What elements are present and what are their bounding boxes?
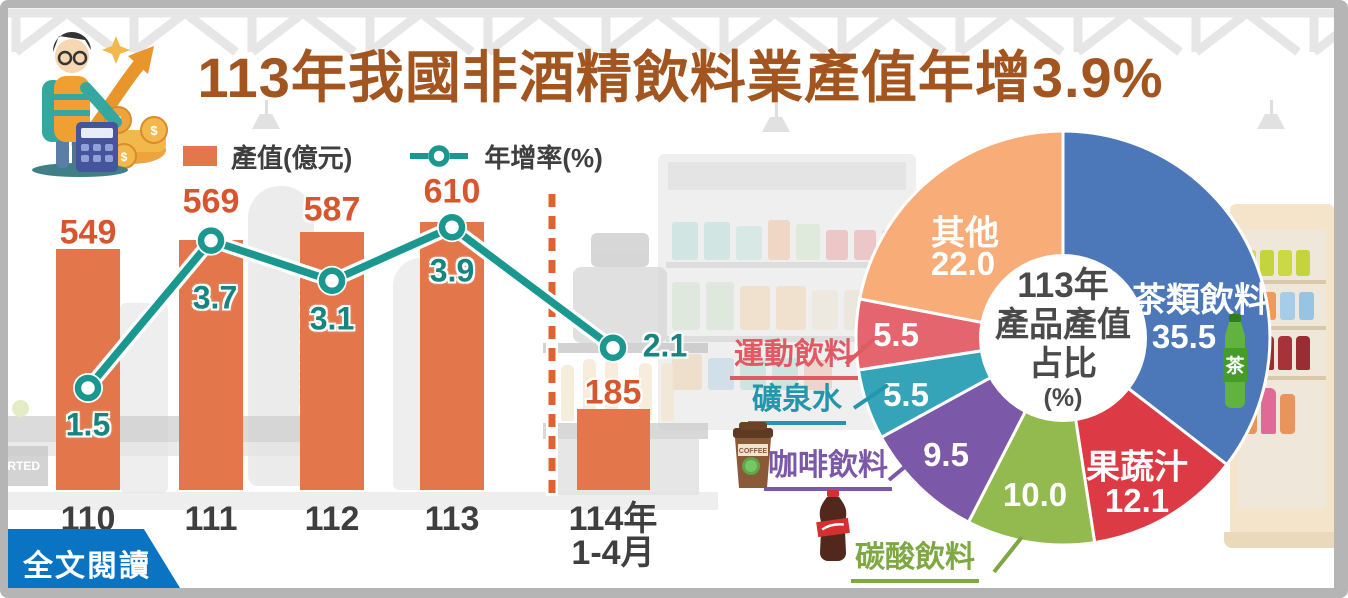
- slice-value-tea: 35.5: [1151, 318, 1217, 355]
- period-divider: [546, 194, 558, 496]
- growth-line: [73, 212, 628, 403]
- slice-label-juice: 果蔬汁: [1086, 448, 1188, 487]
- bar-value-label: 549: [59, 213, 117, 252]
- bar-chart: [8, 8, 728, 588]
- outside-label-coffee: 咖啡飲料: [764, 440, 892, 491]
- slice-label-tea: 茶類飲料: [1132, 281, 1268, 320]
- outside-label-soda: 碳酸飲料: [851, 532, 979, 583]
- donut-chart: [854, 129, 1272, 547]
- infographic-content: CONCENTRATE SORTED: [8, 8, 1334, 588]
- svg-text:$: $: [150, 123, 158, 138]
- outside-label-sport: 運動飲料: [730, 329, 858, 380]
- outside-label-water: 礦泉水: [748, 374, 846, 425]
- svg-text:茶: 茶: [1225, 354, 1245, 377]
- slice-label-other: 其他: [931, 214, 999, 253]
- slice-value-water: 5.5: [883, 376, 929, 413]
- category-label: 111: [184, 500, 238, 538]
- growth-value-label: 2.1: [642, 327, 688, 364]
- tea-bottle-icon: 茶: [1223, 314, 1247, 408]
- chart-labels: 549 110 569 111 587 112 610 113 185 114年 1-4月 1.5 3…: [8, 8, 728, 588]
- growth-value-label: 3.1: [309, 300, 355, 337]
- cola-bottle-icon: [816, 490, 850, 561]
- bar-value-label: 185: [584, 373, 642, 412]
- category-label: 114年 1-4月: [568, 500, 658, 572]
- growth-value-label: 1.5: [65, 406, 111, 443]
- bar-value-label: 569: [182, 182, 240, 221]
- calculator-icon: [76, 122, 118, 172]
- bar: [420, 222, 484, 490]
- growth-value-label: 3.9: [429, 252, 475, 289]
- slice-value-coffee: 9.5: [923, 436, 969, 473]
- bar-value-label: 610: [423, 172, 481, 211]
- analyst-person-illustration: $ $ $: [32, 31, 168, 177]
- slice-value-sport: 5.5: [873, 316, 919, 353]
- bar: [179, 240, 243, 490]
- category-label: 112: [304, 500, 360, 538]
- growth-value-label: 3.7: [192, 279, 238, 316]
- page-title: 113年我國非酒精飲料業產值年增3.9%: [197, 46, 1164, 109]
- category-label: 113: [424, 500, 480, 538]
- pie-slice: [1061, 129, 1272, 467]
- bar: [576, 409, 650, 490]
- bar-value-label: 587: [303, 190, 361, 229]
- chart-legend: 產值(億元) 年增率(%): [183, 138, 603, 174]
- svg-text:$: $: [121, 150, 128, 164]
- legend-bar-swatch: [183, 146, 217, 166]
- leader-lines: [844, 337, 1024, 574]
- legend-bar-label: 產值(億元): [231, 142, 353, 173]
- legend-line-label: 年增率(%): [484, 142, 603, 173]
- read-more-label: 全文閱讀: [23, 550, 151, 583]
- svg-text:COFFEE: COFFEE: [739, 448, 768, 455]
- slice-value-other: 22.0: [930, 245, 996, 282]
- coffee-cup-icon: COFFEE: [733, 422, 773, 488]
- legend-line-marker: [410, 145, 469, 167]
- slice-value-juice: 12.1: [1104, 482, 1170, 519]
- donut-center-label: 113年 產品產值 占比 (%): [995, 266, 1131, 413]
- slice-value-soda: 10.0: [1002, 476, 1068, 513]
